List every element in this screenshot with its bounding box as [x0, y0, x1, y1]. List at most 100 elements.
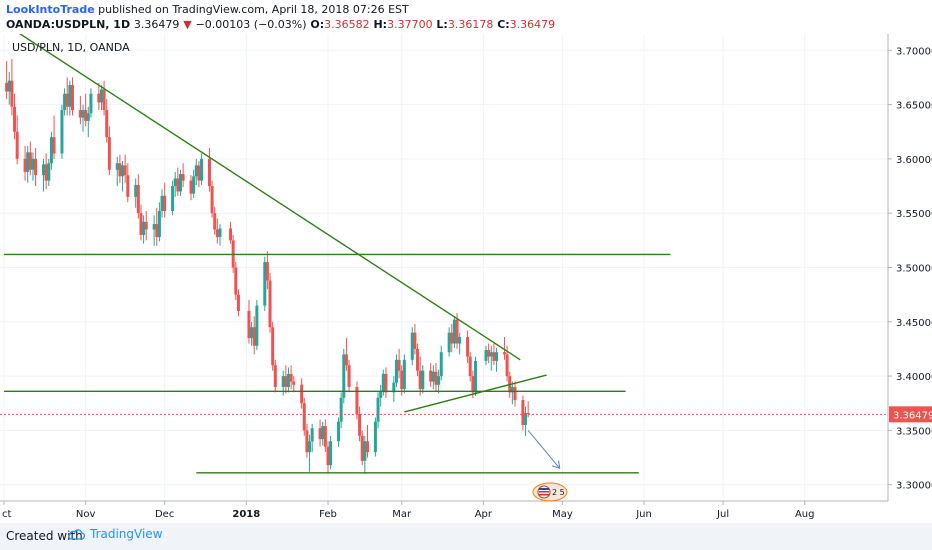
candle-down — [292, 376, 296, 393]
candle-down — [155, 207, 159, 246]
candle-down — [418, 356, 422, 396]
candle-down — [118, 154, 122, 183]
change-down-icon: ▼ — [183, 18, 192, 31]
candle-down — [305, 423, 309, 458]
candle-up — [99, 85, 103, 111]
ohlc-line: OANDA:USDPLN, 1D 3.36479 ▼ −0.00103 (−0.… — [6, 18, 555, 31]
candle-up — [157, 202, 161, 242]
y-tick-label: 3.40000 — [896, 372, 932, 383]
candle-up — [437, 369, 441, 394]
candle-down — [273, 359, 277, 393]
candle-down — [78, 95, 82, 125]
candle-up — [160, 189, 164, 218]
candle-down — [123, 154, 127, 183]
candle-down — [521, 395, 525, 431]
candle-up — [308, 434, 312, 472]
candle-up — [171, 180, 175, 216]
candle-down — [344, 338, 348, 371]
candle-down — [105, 99, 109, 143]
candle-down — [28, 141, 32, 176]
candle-up — [431, 365, 435, 390]
candle-down — [229, 221, 233, 244]
candle-down — [44, 153, 48, 190]
candle-up — [310, 423, 314, 453]
candle-up — [194, 158, 198, 185]
candle-down — [210, 180, 214, 218]
candle-up — [134, 178, 138, 208]
x-tick-label: Mar — [392, 509, 412, 520]
candle-down — [213, 206, 217, 235]
time-axis[interactable]: ct Nov Dec 2018 Feb Mar Apr May Jun Jul Aug — [2, 501, 815, 520]
low-label: L: — [436, 18, 448, 31]
candle-up — [263, 256, 267, 311]
y-tick-label: 3.30000 — [896, 481, 932, 492]
y-tick-label: 3.65000 — [896, 101, 932, 112]
candle-down — [268, 272, 272, 333]
candle-down — [215, 218, 219, 244]
candle-down — [492, 343, 496, 366]
price-chart[interactable]: 3.30000 3.35000 3.40000 3.45000 3.50000 3.550… — [0, 34, 932, 523]
candle-up — [410, 327, 414, 366]
candle-down — [429, 363, 433, 387]
candle-up — [452, 316, 456, 348]
last-price-badge-label: 3.36479 — [893, 410, 932, 421]
candle-up — [86, 106, 90, 138]
candle-down — [360, 430, 364, 466]
candle-down — [176, 167, 180, 196]
candle-down — [13, 93, 17, 140]
cloud-icon — [68, 529, 86, 540]
close-label: C: — [497, 18, 510, 31]
candle-up — [484, 345, 488, 366]
x-tick-label: Feb — [319, 509, 337, 520]
candle-down — [384, 367, 388, 398]
trend-lines[interactable] — [4, 34, 671, 474]
candle-down — [323, 419, 327, 453]
author-link[interactable]: LookIntoTrade — [6, 3, 95, 16]
candle-up — [510, 381, 514, 405]
candle-up — [200, 153, 204, 185]
candle-down — [34, 148, 38, 187]
candle-down — [513, 381, 517, 407]
candle-down — [252, 316, 256, 355]
candle-down — [236, 289, 240, 317]
tradingview-logo[interactable]: TradingView — [68, 527, 163, 541]
candles — [5, 58, 530, 474]
candle-down — [52, 115, 56, 159]
candle-down — [358, 406, 362, 442]
candle-up — [321, 421, 325, 446]
publish-line: LookIntoTrade published on TradingView.c… — [6, 3, 409, 16]
candle-down — [5, 61, 9, 100]
candle-down — [265, 251, 269, 290]
chart-title: USD/PLN, 1D, OANDA — [12, 41, 130, 54]
resistance-trendline — [18, 34, 521, 361]
candle-down — [144, 211, 148, 241]
candle-down — [23, 145, 27, 181]
candle-up — [473, 356, 477, 396]
candle-down — [84, 93, 88, 127]
candle-down — [416, 343, 420, 377]
candle-up — [42, 158, 46, 192]
candle-down — [284, 365, 288, 394]
candle-up — [7, 72, 11, 105]
symbol-label: OANDA:USDPLN, 1D — [6, 18, 131, 31]
svg-text:2 5: 2 5 — [552, 488, 565, 497]
candle-down — [326, 441, 330, 474]
high-label: H: — [373, 18, 388, 31]
x-tick-label: Apr — [475, 509, 493, 520]
candle-down — [15, 115, 19, 165]
candle-down — [413, 323, 417, 355]
candle-down — [302, 397, 306, 436]
candle-up — [26, 145, 30, 183]
publish-info: published on TradingView.com, April 18, … — [98, 3, 409, 16]
change-value: −0.00103 (−0.03%) — [195, 18, 307, 31]
candle-up — [286, 367, 290, 393]
open-value: 3.36582 — [324, 18, 370, 31]
candle-down — [207, 148, 211, 192]
price-axis[interactable]: 3.30000 3.35000 3.40000 3.45000 3.50000 3.550… — [888, 46, 932, 492]
us-flag-event-icon[interactable]: 2 5 — [532, 482, 568, 502]
candle-down — [126, 163, 130, 203]
candle-down — [197, 161, 201, 188]
candle-up — [458, 332, 462, 355]
last-price: 3.36479 — [133, 18, 180, 31]
candle-down — [247, 300, 251, 344]
